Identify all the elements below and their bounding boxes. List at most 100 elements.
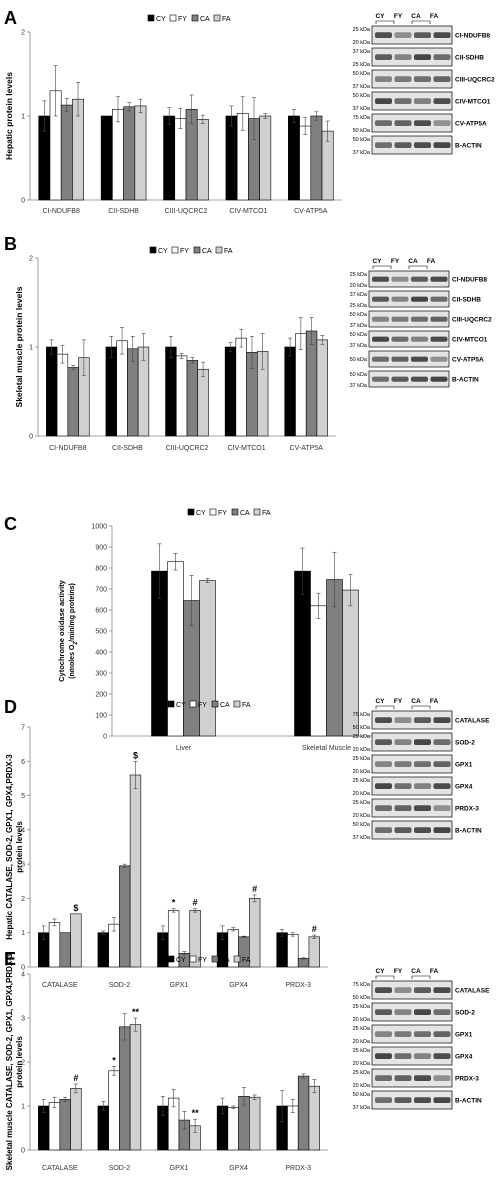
blot-kda-marker: 50 kDa: [353, 822, 371, 828]
y-tick-label: 0: [103, 734, 107, 741]
bar-FA-CII-SDHB: [134, 105, 147, 201]
bar-CY-CV-ATP5A: [284, 346, 296, 437]
blot-band: [433, 1009, 451, 1016]
blot-band: [433, 717, 451, 724]
panel-C: C CY FY CA FA 0 100 200 300 400 500 600 700 800 900 100…: [4, 508, 398, 752]
legend-swatch-CY: [167, 700, 175, 708]
blot-band: [394, 1009, 412, 1016]
legend-swatch-FA: [215, 246, 223, 254]
blot-strip: [368, 290, 450, 308]
blot-band: [391, 276, 409, 282]
blot-band: [394, 98, 412, 105]
y-tick-label: 100: [95, 713, 107, 720]
legend-swatch-CY: [187, 508, 195, 516]
blot-band: [394, 120, 412, 127]
blot-protein-label: CIII-UQCRC2: [455, 77, 495, 84]
blot-lane-label: FA: [430, 968, 439, 975]
blot-protein-label: CIV-MTCO1: [455, 99, 491, 106]
significance-mark: **: [192, 1108, 200, 1118]
blot-band: [411, 296, 428, 302]
bar-CY-CI-NDUFB8: [46, 346, 58, 437]
y-tick-label: 2: [21, 1060, 25, 1067]
blot-kda-marker: 75 kDa: [353, 982, 371, 988]
bar-FY-CATALASE: [48, 1102, 61, 1151]
x-tick-label: Skeletal Muscle: [302, 745, 351, 752]
blot-kda-marker: 20 kDa: [350, 283, 368, 289]
panel-letter: A: [4, 8, 17, 28]
legend-swatch-CA: [191, 14, 199, 22]
bar-FA-CATALASE: [70, 913, 82, 968]
y-tick-label: 700: [95, 587, 107, 594]
bar-FY-CIV-MTCO1: [235, 337, 247, 437]
x-tick-label: CI-NDUFB8: [43, 208, 80, 215]
blot-kda-marker: 50 kDa: [353, 1092, 371, 1098]
blot-lane-label: FY: [394, 13, 403, 20]
x-tick-label: CII-SDHB: [108, 208, 139, 215]
blot-protein-label: GPX4: [455, 1054, 473, 1061]
blot-strip: [371, 710, 453, 730]
legend-swatch-CY: [167, 955, 175, 963]
bar-CA-PRDX-3: [297, 1075, 310, 1151]
bar-FA-CIII-UQCRC2: [196, 119, 209, 201]
blot-strip: [368, 270, 450, 288]
bar-CA-CV-ATP5A: [305, 330, 318, 437]
y-axis-label-units-a: (nmoles O: [69, 644, 76, 679]
blot-band: [433, 120, 451, 127]
legend-label-CA: CA: [202, 248, 212, 255]
bar-FA-GPX4: [249, 898, 261, 968]
legend-swatch-FA: [233, 700, 241, 708]
blot-band: [391, 356, 409, 362]
legend-label-CA: CA: [220, 957, 230, 964]
y-tick-label: 4: [21, 827, 25, 834]
blot-band: [394, 827, 412, 834]
blot-kda-marker: 37 kDa: [353, 84, 371, 90]
blot-kda-marker: 25 kDa: [353, 1026, 371, 1032]
bar-CA-CII-SDHB: [127, 348, 139, 437]
blot-kda-marker: 20 kDa: [353, 40, 371, 46]
blot-lane-label: CY: [372, 258, 382, 265]
blot-strip: [368, 310, 450, 328]
blot-band: [414, 1031, 431, 1038]
blot-band: [430, 296, 448, 302]
bar-CY-PRDX-3: [276, 932, 288, 968]
x-tick-label: CV-ATP5A: [290, 445, 324, 452]
legend-label-CY: CY: [156, 16, 166, 23]
blot-band: [414, 739, 431, 746]
x-tick-label: CV-ATP5A: [294, 208, 328, 215]
blot-strip: [368, 330, 450, 348]
blot-band: [394, 1075, 412, 1082]
blot-band: [391, 376, 409, 382]
blot-band: [433, 1097, 451, 1104]
x-tick-label: PRDX-3: [285, 982, 311, 989]
bar-FY-CII-SDHB: [116, 340, 128, 437]
significance-mark: *: [172, 898, 176, 908]
blot-kda-marker: 50 kDa: [350, 312, 368, 318]
bar-FA-SOD-2: [129, 774, 142, 968]
y-tick-label: 3: [21, 1016, 25, 1023]
blot-kda-marker: 37 kDa: [350, 343, 368, 349]
blot-band: [433, 1031, 451, 1038]
legend-swatch-FY: [189, 955, 197, 963]
blot-band: [414, 1009, 431, 1016]
panel-letter: C: [4, 514, 17, 534]
y-tick-label: 300: [95, 671, 107, 678]
blot-kda-marker: 25 kDa: [353, 800, 371, 806]
bar-FA-CIII-UQCRC2: [197, 368, 209, 437]
bar-FA-GPX4: [249, 1096, 261, 1151]
blot-protein-label: CI-NDUFB8: [455, 33, 490, 40]
western-blot: CY FY CA FA 75 kDa 50 kDa CATALASE 25 kDa 20 kDa…: [353, 968, 491, 1111]
blot-lane-label: CY: [375, 968, 385, 975]
blot-bracket: [375, 975, 431, 979]
blot-strip: [371, 754, 453, 774]
blot-band: [414, 32, 431, 39]
y-tick-label: 1000: [91, 524, 107, 531]
blot-lane-label: FY: [391, 258, 400, 265]
blot-protein-label: GPX1: [455, 762, 473, 769]
blot-protein-label: CII-SDHB: [455, 55, 484, 62]
bar-FY-SOD-2: [108, 1070, 120, 1151]
bar-CY-Skeletal Muscle: [294, 570, 311, 737]
blot-band: [375, 987, 392, 994]
blot-kda-marker: 50 kDa: [353, 71, 371, 77]
y-axis-label: Skeletal muscle CATALASE, SOD-2, GPX1, G…: [5, 953, 14, 1170]
legend-label-FA: FA: [224, 248, 233, 255]
